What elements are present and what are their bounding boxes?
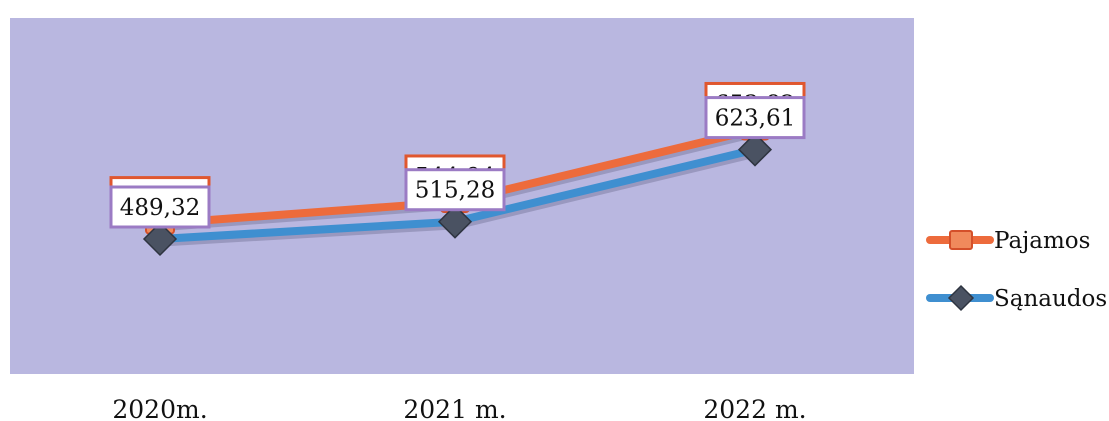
legend-marker-sąnaudos: [947, 284, 975, 312]
x-tick-label-1: 2021 m.: [403, 395, 506, 421]
data-label-sąnaudos-0: 489,32: [120, 195, 200, 221]
data-label-sąnaudos-2: 623,61: [715, 106, 795, 132]
x-tick-label-2: 2022 m.: [703, 395, 806, 421]
data-point-sąnaudos-1: [437, 204, 473, 239]
data-point-sąnaudos-0: [142, 221, 178, 257]
legend-label-pajamos: Pajamos: [994, 228, 1090, 254]
data-label-box-sąnaudos-1: [404, 168, 506, 212]
x-tick-label-0: 2020m.: [112, 395, 207, 421]
legend-marker-pajamos: [949, 230, 973, 250]
data-label-box-sąnaudos-0: [109, 185, 211, 229]
data-label-box-sąnaudos-2: [704, 96, 806, 140]
data-label-sąnaudos-1: 515,28: [415, 178, 495, 204]
data-point-sąnaudos-2: [737, 132, 773, 167]
legend-label-sąnaudos: Sąnaudos: [994, 286, 1107, 312]
